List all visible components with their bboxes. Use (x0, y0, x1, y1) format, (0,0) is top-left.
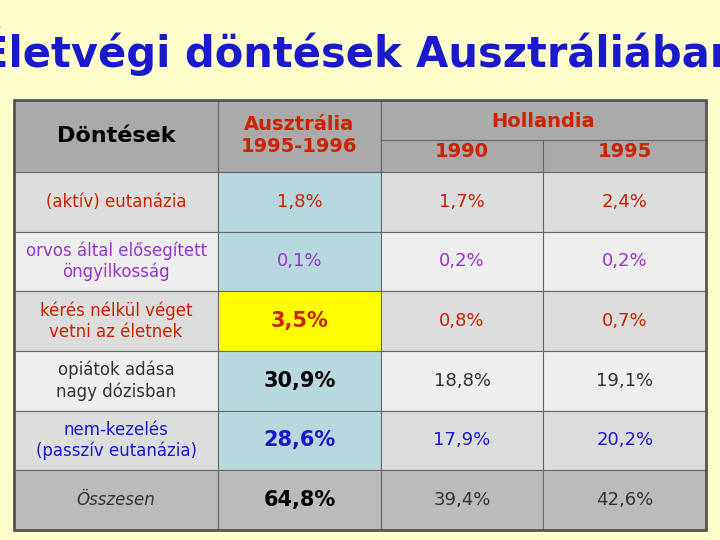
Bar (14, 172, 218, 232)
Text: Összesen: Összesen (77, 491, 156, 509)
Bar (218, 292, 381, 351)
Bar (381, 470, 544, 530)
Bar (381, 351, 544, 410)
Text: 0,2%: 0,2% (602, 253, 647, 271)
Bar (14, 232, 218, 292)
Bar (381, 100, 706, 172)
Bar (218, 172, 381, 232)
Text: 19,1%: 19,1% (596, 372, 653, 390)
Text: 39,4%: 39,4% (433, 491, 491, 509)
Text: 0,1%: 0,1% (276, 253, 323, 271)
Text: 42,6%: 42,6% (596, 491, 653, 509)
Bar (14, 410, 218, 470)
Text: orvos által elősegített
öngyilkosság: orvos által elősegített öngyilkosság (25, 241, 207, 281)
Text: nem-kezelés
(passzív eutanázia): nem-kezelés (passzív eutanázia) (35, 421, 197, 460)
Text: 18,8%: 18,8% (433, 372, 490, 390)
Bar (14, 292, 218, 351)
Text: 2,4%: 2,4% (602, 193, 647, 211)
Bar (218, 232, 381, 292)
Text: Életvégi döntések Ausztráliában: Életvégi döntések Ausztráliában (0, 28, 720, 77)
Bar (14, 351, 218, 410)
Text: 64,8%: 64,8% (264, 490, 336, 510)
Bar (381, 410, 544, 470)
Text: Ausztrália
1995-1996: Ausztrália 1995-1996 (241, 116, 358, 157)
Text: 1995: 1995 (598, 143, 652, 161)
Bar (218, 351, 381, 410)
Text: 1,8%: 1,8% (276, 193, 323, 211)
Text: 17,9%: 17,9% (433, 431, 491, 449)
Text: Hollandia: Hollandia (492, 112, 595, 131)
Text: Döntések: Döntések (57, 126, 176, 146)
Bar (14, 470, 218, 530)
Text: 20,2%: 20,2% (596, 431, 653, 449)
Text: 1990: 1990 (435, 143, 489, 161)
Bar (14, 100, 218, 172)
Text: 1,7%: 1,7% (439, 193, 485, 211)
Bar (544, 232, 706, 292)
Bar (218, 100, 381, 172)
Bar (381, 172, 544, 232)
Bar (544, 292, 706, 351)
Bar (218, 410, 381, 470)
Bar (14, 100, 706, 530)
Text: 0,8%: 0,8% (439, 312, 485, 330)
Text: 3,5%: 3,5% (271, 311, 328, 331)
Text: opiátok adása
nagy dózisban: opiátok adása nagy dózisban (56, 361, 176, 401)
Text: (aktív) eutanázia: (aktív) eutanázia (46, 193, 186, 211)
Text: kérés nélkül véget
vetni az életnek: kérés nélkül véget vetni az életnek (40, 301, 192, 341)
Bar (544, 410, 706, 470)
Bar (544, 470, 706, 530)
Bar (381, 292, 544, 351)
Bar (381, 232, 544, 292)
Text: 0,2%: 0,2% (439, 253, 485, 271)
Text: 0,7%: 0,7% (602, 312, 647, 330)
Text: 30,9%: 30,9% (264, 371, 336, 391)
Bar (544, 172, 706, 232)
Bar (544, 351, 706, 410)
Bar (218, 470, 381, 530)
Text: 28,6%: 28,6% (264, 430, 336, 450)
